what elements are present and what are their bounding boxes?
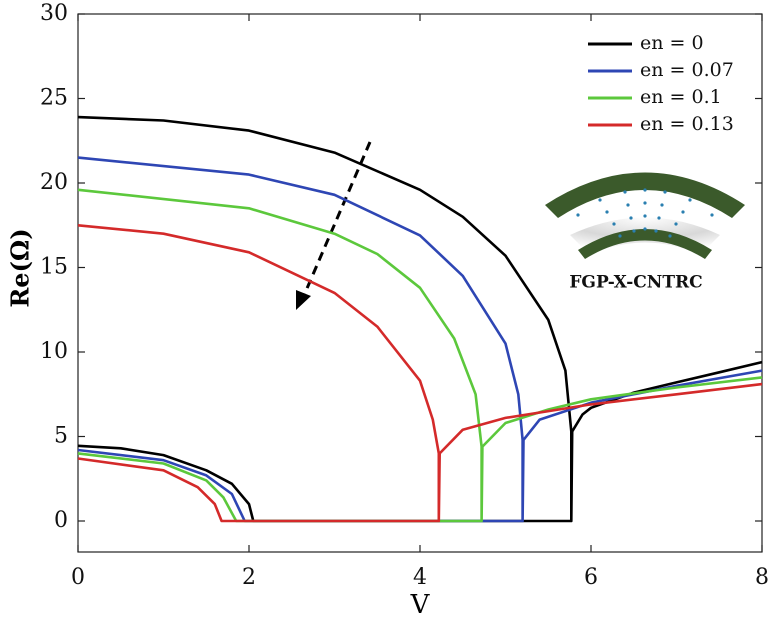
legend-label: en = 0 [640,32,704,54]
x-axis-label: V [410,590,431,620]
inset-dots [576,188,714,238]
x-tick-label: 0 [71,565,85,590]
arrow-shaft [300,141,372,301]
x-tick-label: 4 [413,565,427,590]
y-tick-label: 20 [40,170,68,195]
arrow-head [296,290,311,310]
legend-label: en = 0.1 [640,86,722,108]
x-tick-label: 2 [242,565,256,590]
legend: en = 0 en = 0.07 en = 0.1 en = 0.13 [588,32,734,135]
x-tick-label: 8 [755,565,769,590]
y-tick-label: 30 [40,1,68,26]
series-line [77,115,763,523]
inset-inner-arc [578,229,712,259]
y-tick-label: 15 [40,255,68,280]
series-line [77,156,763,523]
x-tick-label: 6 [584,565,598,590]
legend-label: en = 0.07 [640,59,734,81]
y-tick-label: 10 [40,339,68,364]
y-tick-label: 5 [54,424,68,449]
y-tick-label: 0 [54,508,68,533]
trend-arrow [296,141,372,310]
inset-figure: FGP-X-CNTRC [545,172,745,293]
series-line [77,188,763,523]
inset-label: FGP-X-CNTRC [569,273,702,293]
y-axis-label: Re(Ω) [6,228,35,307]
legend-label: en = 0.13 [640,113,734,135]
inset-outer-arc [545,172,745,218]
series-line [77,224,763,523]
y-tick-label: 25 [40,86,68,111]
